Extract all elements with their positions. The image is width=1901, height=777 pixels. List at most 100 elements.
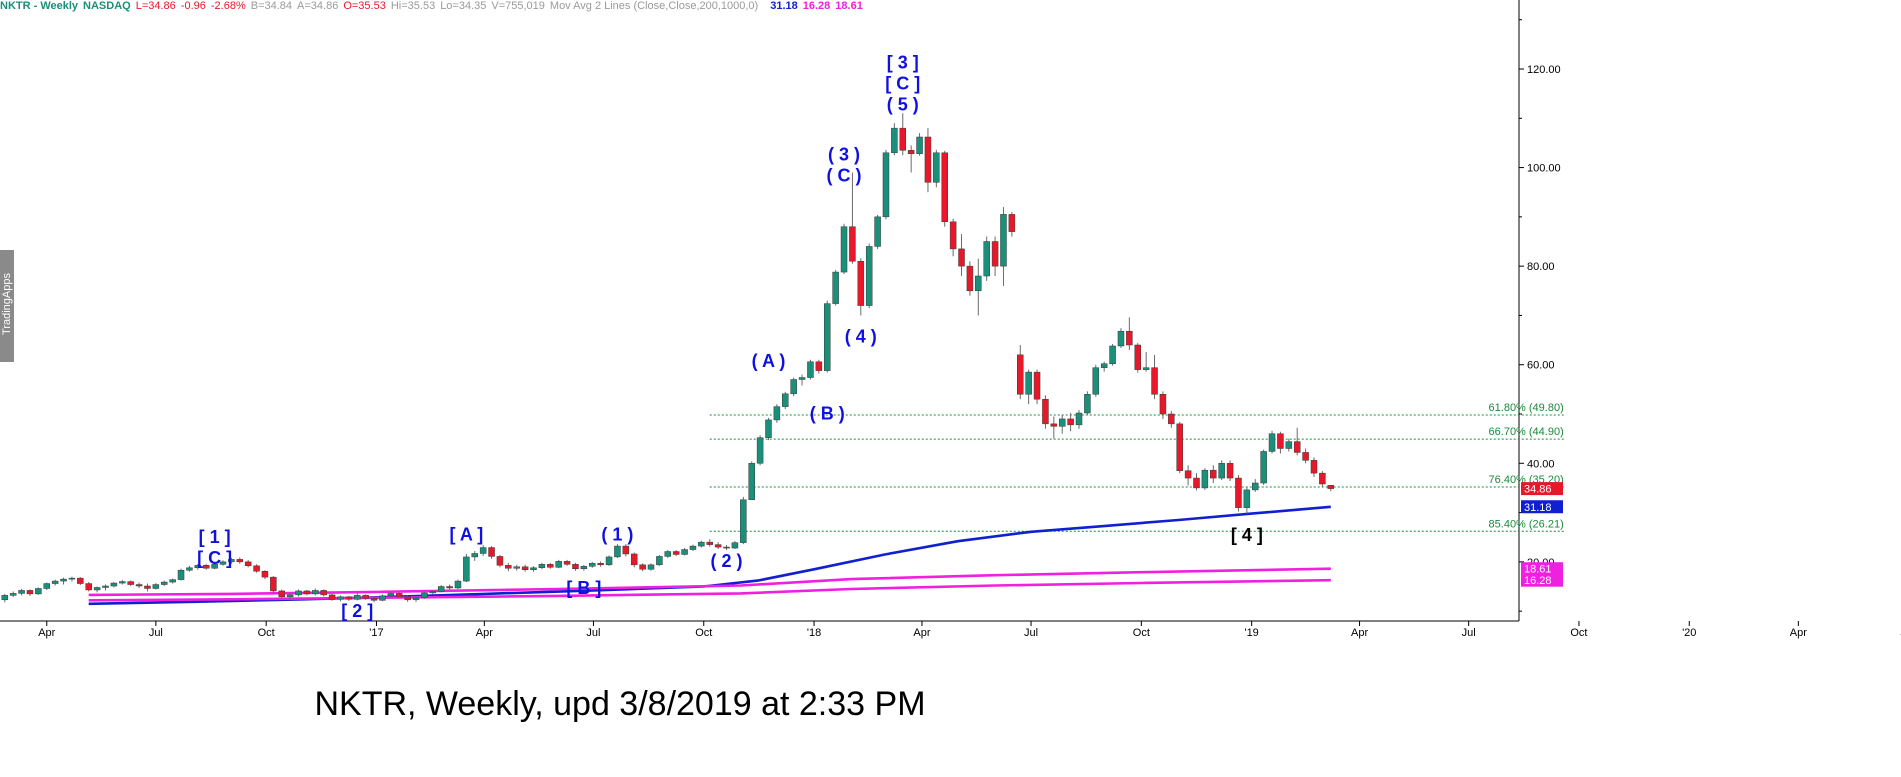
time-tick-label: Oct xyxy=(1570,627,1587,639)
candle xyxy=(681,548,688,556)
candle xyxy=(991,236,999,276)
candle xyxy=(622,544,630,557)
candle-body xyxy=(1126,330,1133,346)
tradingapps-side-tab[interactable]: TradingApps xyxy=(0,250,14,362)
candle xyxy=(723,545,730,551)
candle xyxy=(706,539,713,547)
header-ask: A=34.86 xyxy=(297,0,339,12)
header-ma2: 16.28 xyxy=(802,0,831,12)
candle-body xyxy=(244,561,252,567)
candle-body xyxy=(219,561,227,565)
candle xyxy=(43,582,51,590)
candle xyxy=(236,557,244,564)
candle xyxy=(1218,460,1225,481)
candle xyxy=(1293,427,1301,456)
chart-caption: NKTR, Weekly, upd 3/8/2019 at 2:33 PM xyxy=(314,685,926,723)
candle xyxy=(362,594,369,600)
candle xyxy=(832,270,839,306)
candle xyxy=(782,391,789,410)
header-low: Lo=34.35 xyxy=(440,0,487,12)
candle xyxy=(614,544,621,558)
candle xyxy=(1176,421,1183,474)
candle xyxy=(513,564,520,571)
candle xyxy=(1251,479,1259,492)
wave-label: [ C ] xyxy=(197,548,232,568)
candle-body xyxy=(521,566,529,570)
candle-body xyxy=(840,226,848,273)
candle-body xyxy=(966,265,974,292)
candle-body xyxy=(127,581,134,585)
candle-body xyxy=(1000,214,1007,267)
candle-body xyxy=(580,566,588,570)
candle-body xyxy=(261,570,269,578)
wave-label: ( B ) xyxy=(810,403,845,423)
candle-body xyxy=(320,590,327,596)
candle-body xyxy=(328,594,336,600)
candle xyxy=(1319,471,1326,487)
candle-body xyxy=(152,584,160,589)
candle xyxy=(664,550,672,558)
price-badge-label: 18.61 xyxy=(1524,564,1552,576)
candle-body xyxy=(1176,423,1183,471)
price-tick-label: 60.00 xyxy=(1527,360,1555,372)
candle-body xyxy=(916,136,923,155)
candle xyxy=(412,596,420,602)
candle xyxy=(18,588,25,596)
candle xyxy=(286,593,294,600)
candle xyxy=(1210,465,1217,483)
candle-body xyxy=(1210,469,1217,479)
candle xyxy=(463,553,470,583)
candle-body xyxy=(102,585,109,588)
candle-body xyxy=(1058,418,1066,427)
candle-body xyxy=(1,595,9,601)
candle-body xyxy=(1017,354,1024,395)
wave-label: [ B ] xyxy=(566,578,601,598)
candle-body xyxy=(18,590,25,594)
candle xyxy=(1277,431,1284,454)
candle-body xyxy=(782,393,789,407)
candle-body xyxy=(857,260,865,306)
side-tab-label: TradingApps xyxy=(1,273,13,335)
candle xyxy=(169,578,176,584)
candle-body xyxy=(1033,371,1041,400)
candle-body xyxy=(798,377,806,380)
candle xyxy=(1268,430,1276,454)
candle-body xyxy=(43,583,51,589)
candle xyxy=(1201,468,1209,490)
candle xyxy=(404,595,411,602)
candle-body xyxy=(1008,214,1016,232)
candle xyxy=(698,540,705,548)
candle xyxy=(1100,361,1108,372)
candle xyxy=(135,582,143,588)
candle xyxy=(647,563,655,571)
candle xyxy=(93,586,101,593)
price-tick-label: 80.00 xyxy=(1527,261,1555,273)
candle-body xyxy=(1268,433,1276,452)
header-symbol: NKTR - Weekly xyxy=(0,0,79,12)
candle-body xyxy=(169,579,176,583)
time-tick-label: Jul xyxy=(1462,627,1476,639)
candle xyxy=(815,359,823,374)
candle xyxy=(1193,473,1200,491)
candle-body xyxy=(295,590,302,596)
candle xyxy=(790,377,797,397)
candle xyxy=(1008,211,1016,237)
candle xyxy=(354,593,361,601)
wave-label: ( 3 ) xyxy=(828,144,860,164)
candle xyxy=(1042,395,1049,429)
candle-body xyxy=(1277,433,1284,449)
time-tick-label: Apr xyxy=(38,627,55,639)
candle xyxy=(966,261,974,296)
time-tick-label: Jul xyxy=(149,627,163,639)
candle xyxy=(672,550,680,556)
candle xyxy=(1168,411,1175,428)
time-tick-label: Apr xyxy=(1790,627,1807,639)
candle xyxy=(740,496,747,545)
candle xyxy=(270,576,277,594)
candle xyxy=(563,559,571,566)
header-high: Hi=35.53 xyxy=(390,0,436,12)
candle xyxy=(773,404,781,423)
candle xyxy=(891,123,898,156)
candle-body xyxy=(160,581,168,585)
candle-body xyxy=(496,556,504,566)
